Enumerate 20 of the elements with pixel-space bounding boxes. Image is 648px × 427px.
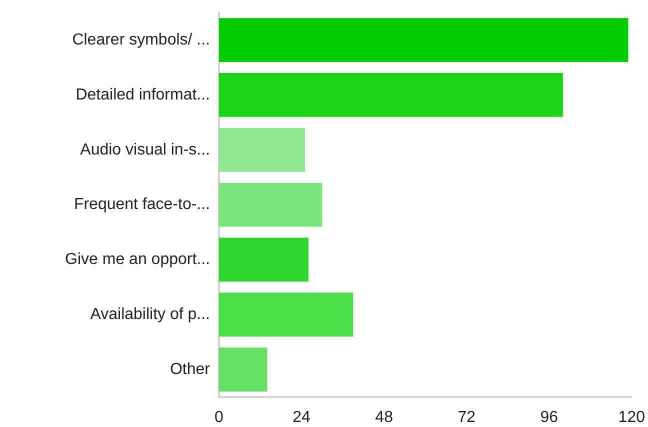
y-tick-label: Detailed informat...	[76, 86, 210, 104]
x-tick-label: 72	[458, 409, 476, 426]
x-tick-label: 0	[214, 409, 224, 426]
x-tick-label: 120	[618, 409, 646, 426]
bar	[219, 128, 305, 172]
y-tick-label: Frequent face-to-...	[74, 196, 210, 214]
bar	[219, 238, 308, 282]
y-tick-label: Availability of p...	[90, 306, 210, 324]
bar	[219, 73, 563, 117]
x-tick-label: 24	[292, 409, 311, 426]
y-tick-label: Other	[170, 360, 211, 378]
bar	[219, 182, 322, 227]
x-tick-label: 96	[540, 409, 558, 426]
y-tick-label: Give me an opport...	[65, 251, 210, 268]
y-tick-label: Clearer symbols/ ...	[72, 31, 210, 48]
x-tick-label: 48	[375, 409, 394, 426]
y-tick-label: Audio visual in-s...	[80, 141, 210, 158]
bar	[219, 18, 628, 62]
bar	[219, 292, 354, 337]
bar	[219, 348, 268, 392]
